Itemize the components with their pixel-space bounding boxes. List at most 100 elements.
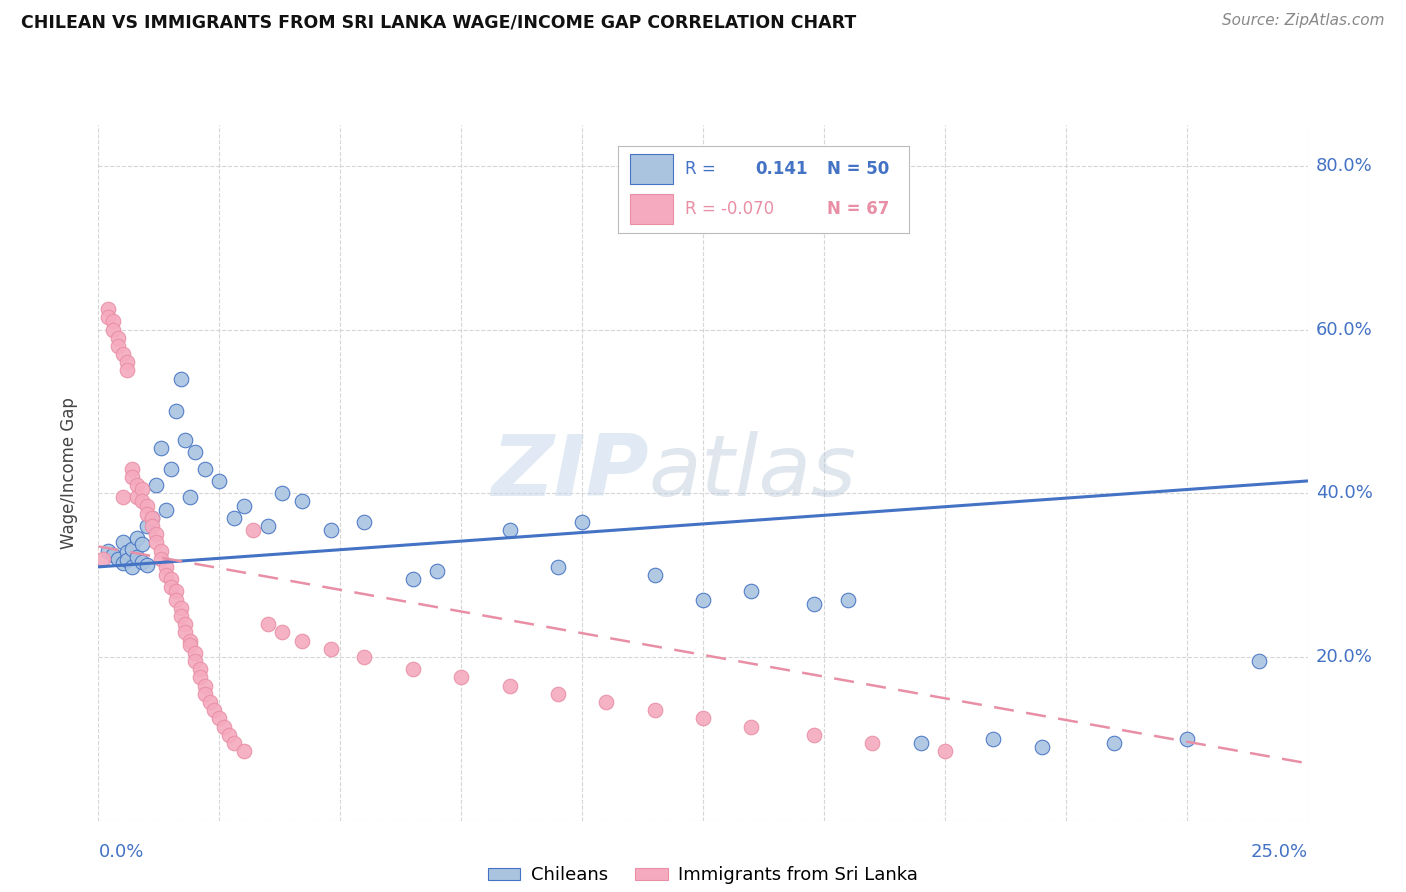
Point	[135, 507, 157, 521]
Text: 60.0%: 60.0%	[1316, 320, 1372, 339]
Point	[174, 617, 197, 632]
Point	[117, 553, 139, 567]
Point	[450, 670, 472, 684]
Point	[117, 363, 139, 377]
Point	[107, 551, 129, 566]
Point	[121, 470, 143, 484]
Point	[547, 560, 569, 574]
Point	[111, 556, 134, 570]
Point	[353, 515, 375, 529]
Point	[155, 568, 177, 582]
Point	[135, 558, 157, 573]
Point	[184, 445, 207, 459]
Point	[169, 371, 191, 385]
Point	[127, 478, 149, 492]
Point	[145, 535, 167, 549]
Y-axis label: Wage/Income Gap: Wage/Income Gap	[59, 397, 77, 549]
Point	[910, 736, 932, 750]
Point	[174, 625, 197, 640]
Point	[353, 649, 375, 664]
Point	[160, 580, 183, 594]
Point	[860, 736, 883, 750]
Point	[402, 572, 425, 586]
Point	[111, 347, 134, 361]
Point	[107, 331, 129, 345]
Text: R = -0.070: R = -0.070	[685, 200, 775, 219]
Point	[222, 736, 245, 750]
Point	[232, 744, 254, 758]
Point	[981, 731, 1004, 746]
Text: N = 50: N = 50	[827, 161, 890, 178]
Text: CHILEAN VS IMMIGRANTS FROM SRI LANKA WAGE/INCOME GAP CORRELATION CHART: CHILEAN VS IMMIGRANTS FROM SRI LANKA WAG…	[21, 13, 856, 31]
Point	[97, 543, 120, 558]
Point	[160, 572, 183, 586]
Point	[97, 310, 120, 325]
Point	[101, 548, 124, 562]
Point	[127, 491, 149, 505]
Point	[803, 597, 825, 611]
Point	[101, 314, 124, 328]
Point	[204, 703, 226, 717]
Point	[121, 560, 143, 574]
Point	[188, 670, 211, 684]
FancyBboxPatch shape	[630, 194, 673, 224]
Point	[184, 646, 207, 660]
Point	[194, 679, 217, 693]
Point	[194, 461, 217, 475]
Text: atlas: atlas	[648, 431, 856, 515]
Point	[319, 523, 342, 537]
Point	[165, 404, 187, 418]
Point	[319, 641, 342, 656]
Point	[135, 519, 157, 533]
Point	[121, 541, 143, 556]
Point	[174, 433, 197, 447]
Point	[1031, 739, 1053, 754]
Point	[740, 584, 762, 599]
Point	[242, 523, 264, 537]
Text: N = 67: N = 67	[827, 200, 890, 219]
Point	[117, 355, 139, 369]
Text: 0.141: 0.141	[755, 161, 807, 178]
Point	[141, 510, 163, 524]
Point	[595, 695, 617, 709]
Text: 25.0%: 25.0%	[1250, 843, 1308, 861]
Point	[402, 662, 425, 676]
Point	[107, 339, 129, 353]
Point	[290, 494, 312, 508]
Point	[188, 662, 211, 676]
Point	[426, 564, 449, 578]
Point	[101, 322, 124, 336]
Point	[111, 491, 134, 505]
Point	[169, 600, 191, 615]
Point	[131, 494, 153, 508]
Text: R =: R =	[685, 161, 716, 178]
Point	[165, 592, 187, 607]
Point	[208, 711, 231, 725]
Point	[222, 510, 245, 524]
Point	[644, 703, 666, 717]
Legend: Chileans, Immigrants from Sri Lanka: Chileans, Immigrants from Sri Lanka	[481, 859, 925, 892]
Point	[131, 555, 153, 569]
Point	[290, 633, 312, 648]
Point	[121, 461, 143, 475]
Point	[179, 638, 201, 652]
Point	[208, 474, 231, 488]
Point	[165, 584, 187, 599]
Point	[803, 728, 825, 742]
Point	[1175, 731, 1198, 746]
FancyBboxPatch shape	[630, 154, 673, 184]
Point	[111, 535, 134, 549]
Point	[155, 502, 177, 516]
Point	[155, 560, 177, 574]
Point	[97, 301, 120, 316]
Point	[184, 654, 207, 668]
Point	[150, 551, 173, 566]
Point	[692, 592, 714, 607]
Text: 80.0%: 80.0%	[1316, 157, 1372, 175]
Point	[271, 486, 294, 500]
Point	[256, 519, 278, 533]
Point	[571, 515, 593, 529]
Point	[198, 695, 221, 709]
Point	[271, 625, 294, 640]
Point	[498, 523, 520, 537]
